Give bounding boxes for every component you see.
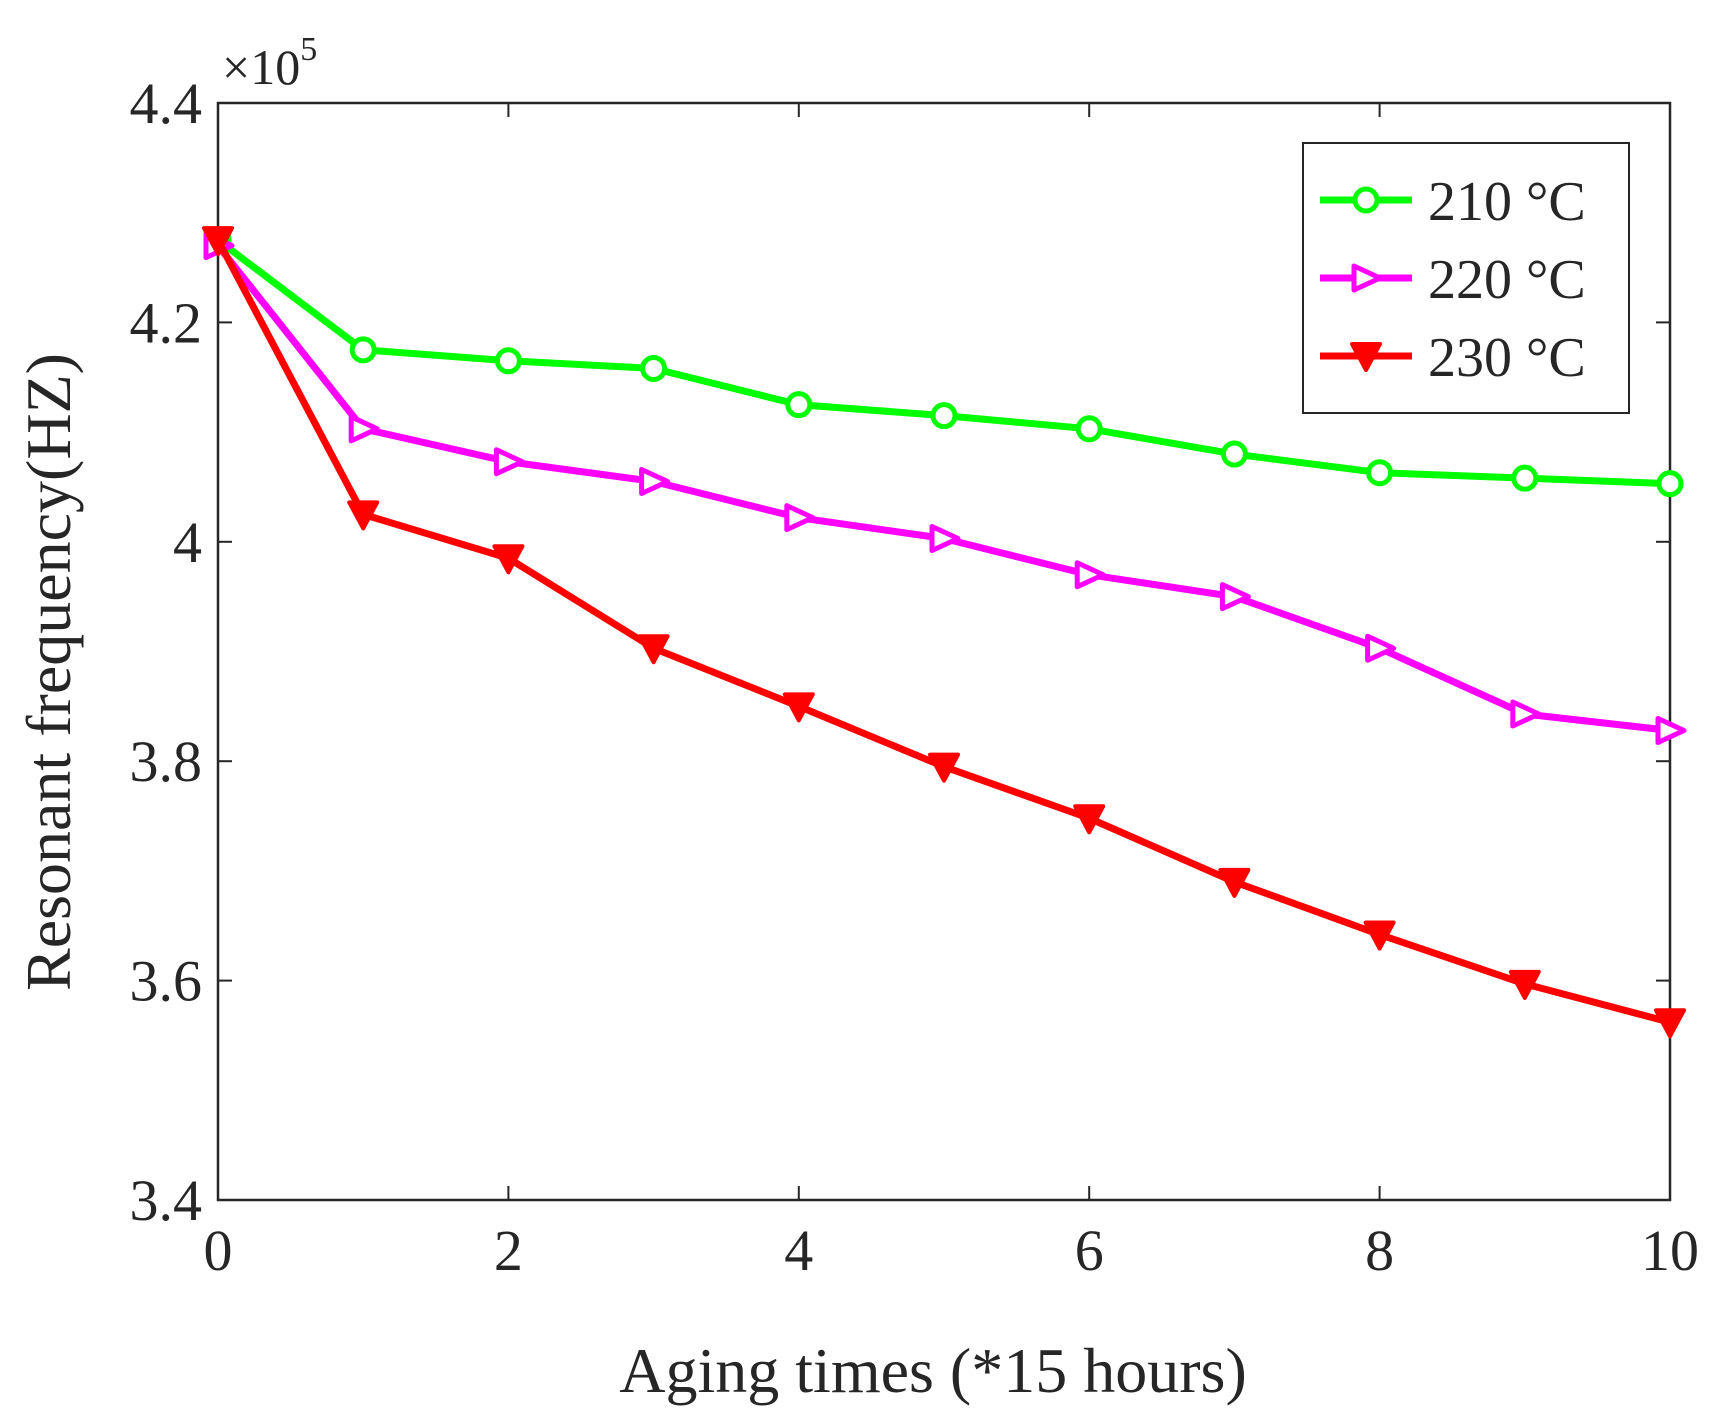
- data-point: [493, 447, 525, 477]
- legend-label: 230 °C: [1428, 327, 1586, 389]
- x-tick-label: 2: [494, 1218, 523, 1283]
- data-point: [1654, 1008, 1686, 1039]
- data-point: [348, 414, 380, 444]
- data-point: [928, 752, 960, 783]
- legend-swatch-marker: [1350, 342, 1382, 372]
- legend[interactable]: 210 °C 220 °C 230 °C: [1302, 142, 1630, 414]
- series-layer: [202, 226, 1687, 1039]
- x-tick-label: 0: [204, 1218, 233, 1283]
- data-point: [1074, 560, 1106, 590]
- legend-item[interactable]: 230 °C: [1320, 327, 1586, 389]
- data-point: [1073, 804, 1106, 835]
- y-tick-label: 3.6: [130, 949, 203, 1014]
- data-point: [1075, 415, 1103, 443]
- y-tick-label: 3.8: [130, 729, 203, 794]
- data-point: [202, 226, 234, 257]
- data-point: [347, 500, 380, 531]
- y-axis-multiplier-base: ×10: [222, 39, 300, 95]
- data-point: [930, 402, 958, 430]
- legend-swatch-marker: [1351, 263, 1383, 293]
- x-tick-label: 10: [1641, 1218, 1699, 1283]
- y-tick-label: 4: [173, 510, 202, 575]
- y-tick-label: 4.2: [130, 290, 203, 355]
- data-point: [1511, 464, 1539, 492]
- y-axis-multiplier-exponent: 5: [300, 31, 317, 68]
- data-point: [492, 544, 525, 575]
- y-tick-label: 4.4: [130, 71, 203, 136]
- data-point: [637, 634, 670, 665]
- y-axis-multiplier: ×105: [222, 31, 317, 95]
- data-point: [1363, 920, 1396, 951]
- data-point: [929, 524, 961, 554]
- x-tick-label: 4: [784, 1218, 813, 1283]
- data-point: [785, 391, 813, 419]
- x-tick-label: 6: [1075, 1218, 1104, 1283]
- data-point: [640, 354, 668, 382]
- y-tick-label: 3.4: [130, 1168, 203, 1233]
- data-point: [349, 336, 377, 364]
- plot-area: [216, 101, 1672, 1202]
- legend-swatch-marker: [1352, 186, 1380, 214]
- data-point: [639, 466, 671, 496]
- data-point: [1655, 715, 1687, 745]
- data-point: [494, 347, 522, 375]
- x-axis-title: Aging times (*15 hours): [619, 1335, 1247, 1406]
- data-point: [1218, 867, 1251, 898]
- data-point: [1656, 470, 1684, 498]
- data-point: [1220, 440, 1248, 468]
- series-210-C: [204, 226, 1684, 498]
- data-point: [1366, 459, 1394, 487]
- data-point: [1365, 633, 1397, 663]
- data-point: [784, 503, 816, 533]
- legend-items: 210 °C 220 °C 230 °C: [1320, 171, 1586, 389]
- series-220-C: [203, 231, 1687, 745]
- legend-item[interactable]: 220 °C: [1320, 249, 1586, 311]
- data-point: [1510, 699, 1542, 729]
- data-point: [782, 692, 815, 723]
- legend-label: 210 °C: [1428, 171, 1586, 233]
- x-tick-label: 8: [1365, 1218, 1394, 1283]
- data-point: [1508, 969, 1541, 1000]
- legend-item[interactable]: 210 °C: [1320, 171, 1586, 233]
- y-axis-title: Resonant frequency(HZ): [13, 353, 84, 991]
- legend-label: 220 °C: [1428, 249, 1586, 311]
- series-230-C: [202, 226, 1686, 1039]
- axes: 0 2 4 6 8 10 3.4 3.6 3.8 4 4.2 4.4: [130, 71, 1700, 1283]
- plot-frame: [216, 101, 1672, 1202]
- data-point: [1219, 582, 1251, 612]
